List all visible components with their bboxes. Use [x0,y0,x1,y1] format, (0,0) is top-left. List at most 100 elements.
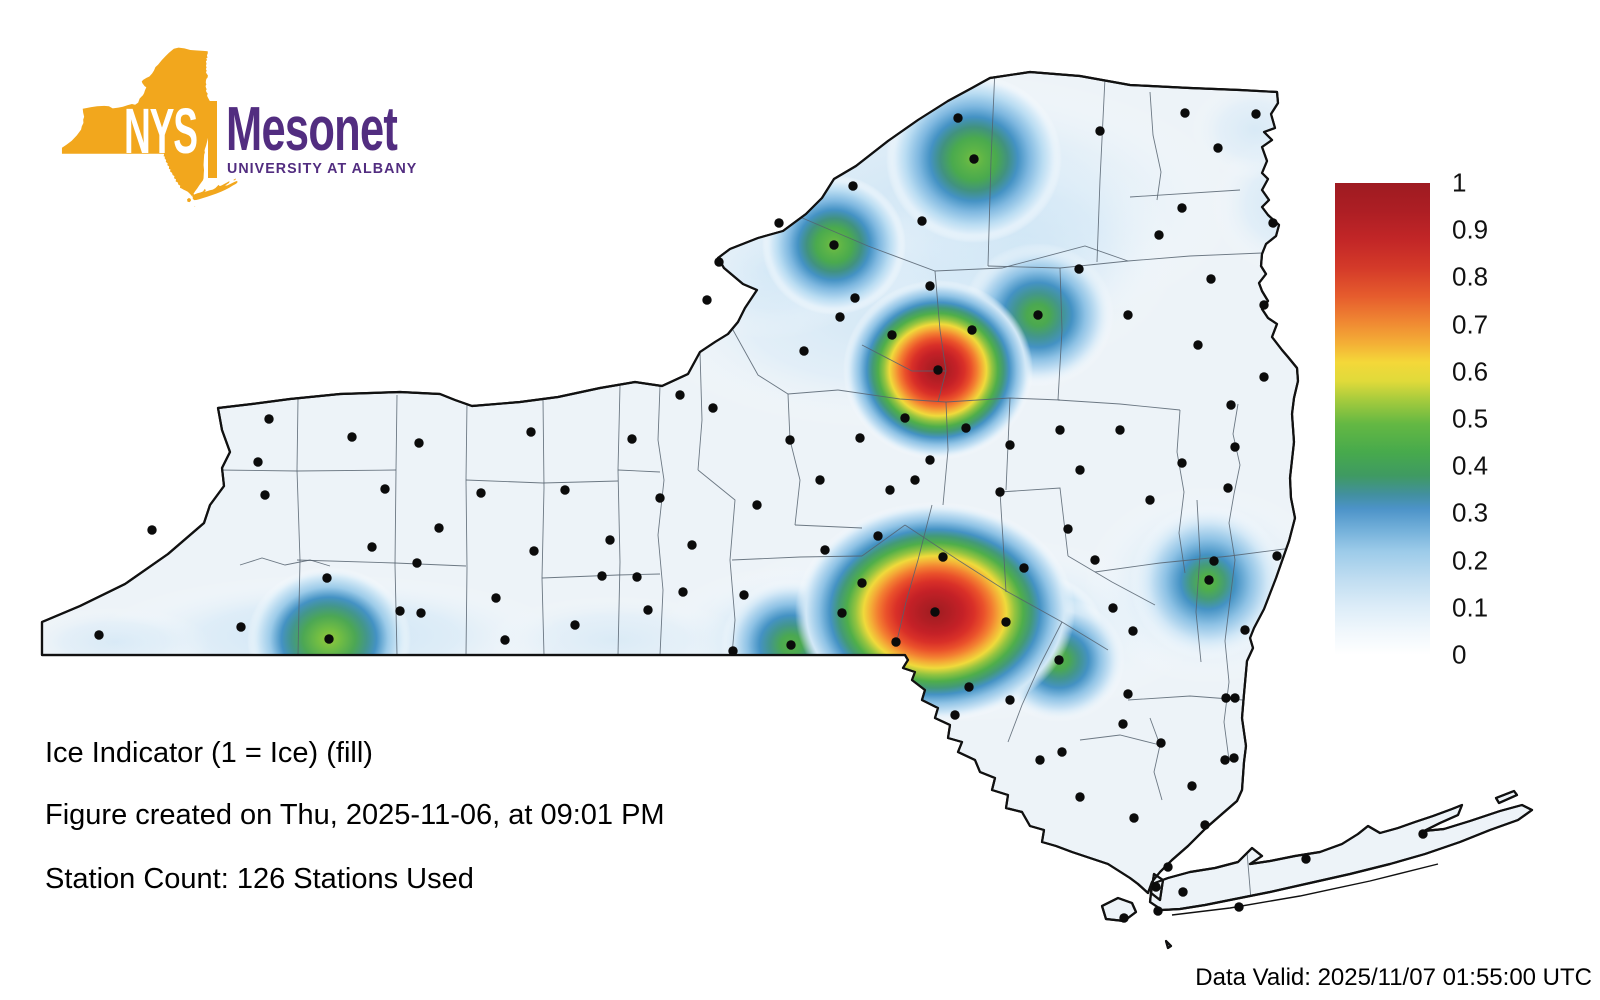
station-dot [380,484,390,494]
station-dot [1054,655,1064,665]
station-dot [1005,440,1015,450]
station-dot [1005,695,1015,705]
station-dot [94,630,104,640]
legend-tick-label: 0.8 [1452,261,1489,292]
station-dot [1055,425,1065,435]
station-dot [1259,300,1269,310]
station-dot [820,545,830,555]
station-dot [1074,264,1084,274]
station-dot [1418,829,1428,839]
station-dot [961,423,971,433]
legend-tick-label: 0.1 [1452,592,1489,623]
station-dot [774,218,784,228]
figure-created-text: Figure created on Thu, 2025-11-06, at 09… [45,799,665,831]
station-dot [643,605,653,615]
station-dot [1230,442,1240,452]
station-dot [891,637,901,647]
station-dot [728,646,738,656]
station-dot [1301,854,1311,864]
station-dot [347,432,357,442]
station-dot [1240,625,1250,635]
station-dot [1193,340,1203,350]
station-dot [785,435,795,445]
station-dot [1035,755,1045,765]
station-dot [1156,738,1166,748]
legend-tick-label: 1 [1452,167,1467,198]
station-dot [1234,902,1244,912]
heatmap-wash [42,607,210,677]
station-dot [1154,230,1164,240]
station-dot [1223,483,1233,493]
station-dot [873,531,883,541]
station-dot [1123,310,1133,320]
station-dot [917,216,927,226]
station-dot [1151,882,1161,892]
station-dot [900,413,910,423]
station-dot [476,488,486,498]
station-dot [1063,524,1073,534]
station-dot [1178,887,1188,897]
station-dot [264,414,274,424]
station-dot [434,523,444,533]
station-dot [322,573,332,583]
station-dot [1128,626,1138,636]
long-island-barrier-shoreline [1171,863,1439,916]
station-dot [848,181,858,191]
station-dot [253,457,263,467]
legend-tick-label: 0.2 [1452,545,1489,576]
station-dot [1221,693,1231,703]
station-dot [1209,556,1219,566]
station-dot [529,546,539,556]
station-dot [1200,820,1210,830]
station-dot [1213,143,1223,153]
station-dot [675,390,685,400]
station-dot [1019,563,1029,573]
station-dot [324,634,334,644]
station-dot [910,475,920,485]
station-dot [1129,813,1139,823]
station-dot [632,572,642,582]
station-dot [815,475,825,485]
station-dot [597,571,607,581]
heatmap-wash [485,595,745,685]
station-dot [995,487,1005,497]
station-dot [953,113,963,123]
station-dot [1075,792,1085,802]
station-dot [236,622,246,632]
station-dot [678,587,688,597]
legend-tick-label: 0.7 [1452,309,1489,340]
station-dot [147,525,157,535]
station-dot [752,500,762,510]
station-dot [925,281,935,291]
legend-colorbar [1335,183,1430,655]
station-dot [1145,495,1155,505]
station-dot [702,295,712,305]
station-dot [1163,862,1173,872]
legend-tick-label: 0.9 [1452,214,1489,245]
station-dot [1033,310,1043,320]
legend-tick-label: 0.6 [1452,356,1489,387]
station-dot [967,325,977,335]
station-dot [1115,425,1125,435]
station-dot [799,346,809,356]
station-dot [1187,781,1197,791]
station-dot [930,607,940,617]
station-dot [885,485,895,495]
station-dot [526,427,536,437]
data-valid-timestamp: Data Valid: 2025/11/07 01:55:00 UTC [1195,964,1592,991]
station-dot [1206,274,1216,284]
station-dot [855,433,865,443]
station-dot [1177,458,1187,468]
station-dot [1180,108,1190,118]
station-dot [1119,913,1129,923]
station-dot [627,434,637,444]
station-dot [739,590,749,600]
station-dot [708,403,718,413]
station-dot [1001,617,1011,627]
station-dot [1268,218,1278,228]
station-dot [950,710,960,720]
station-dots-layer [94,108,1428,923]
station-dot [1272,551,1282,561]
station-dot [969,154,979,164]
